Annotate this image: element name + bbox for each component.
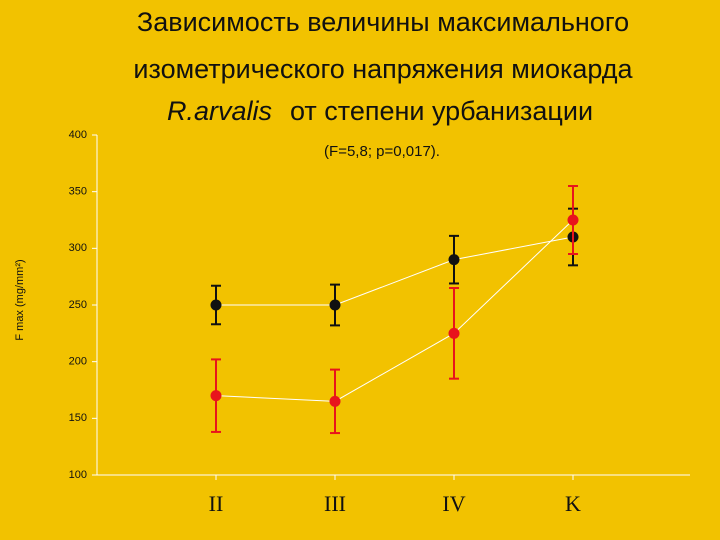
x-tick-label: II [209,491,224,516]
y-tick-label: 350 [69,186,87,198]
point [567,214,579,226]
y-tick-label: 300 [69,242,87,254]
point [210,299,222,311]
point [448,327,460,339]
y-tick-label: 100 [69,469,87,481]
series-line [216,236,574,306]
chart-title: изометрического напряжения миокарда [133,54,633,84]
x-tick-label: III [324,491,346,516]
x-tick-label: K [565,491,581,516]
series-line [215,219,574,402]
chart-subtitle: (F=5,8; p=0,017). [324,143,440,160]
point [448,254,460,266]
x-tick-label: IV [442,491,465,516]
point [210,390,222,402]
species: R.arvalis [167,96,272,126]
y-tick-label: 150 [69,412,87,424]
point [329,395,341,407]
point [329,299,341,311]
title-rest: от степени урбанизации [290,96,593,126]
chart-title: Зависимость величины максимального [137,7,629,37]
y-tick-label: 250 [69,299,87,311]
y-tick-label: 400 [69,129,87,141]
y-tick-label: 200 [69,356,87,368]
chart-title: R.arvalis от степени урбанизации [167,96,593,126]
y-axis-label: F max (mg/mm²) [14,259,26,340]
